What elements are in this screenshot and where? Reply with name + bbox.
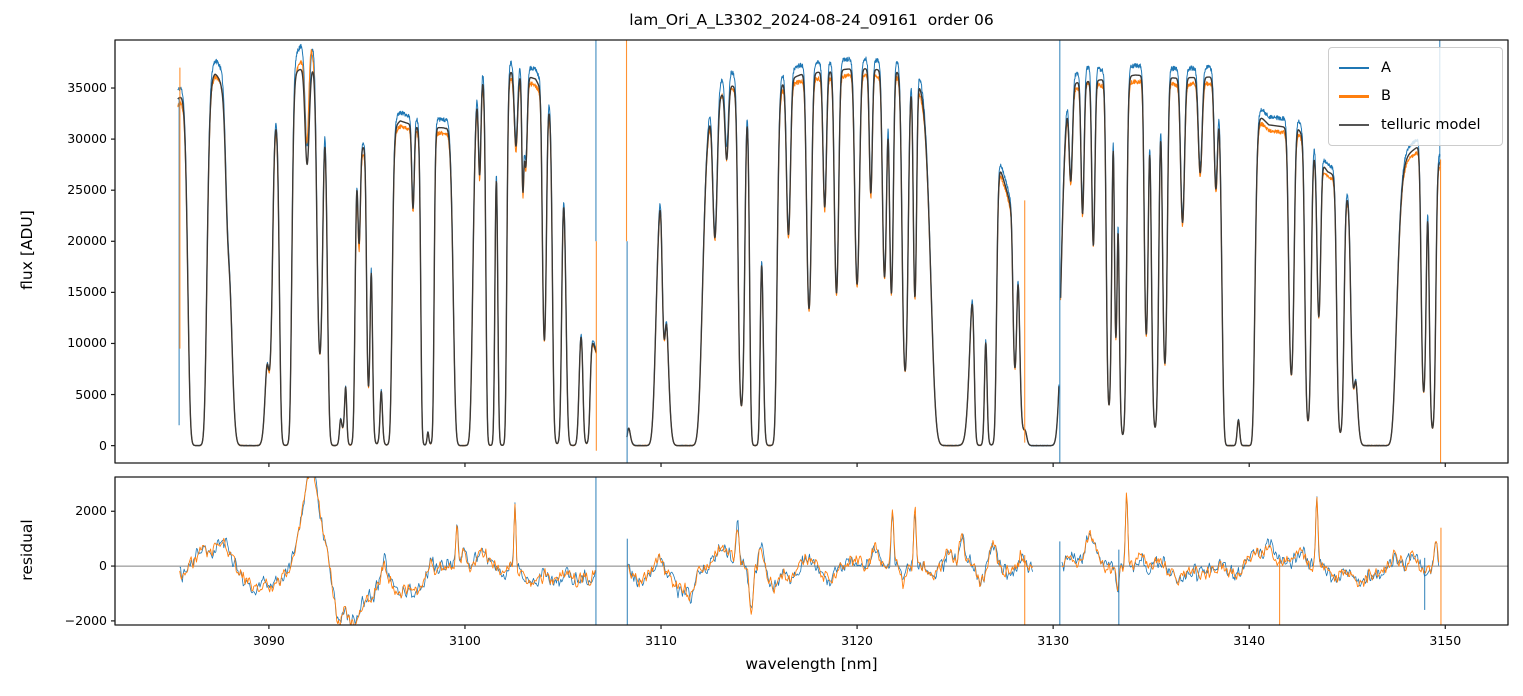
x-tick-label: 3130 [1037,633,1070,648]
flux-axis-label: flux [ADU] [18,210,36,290]
legend-entry-b: B [1339,85,1492,107]
x-tick-label: 3150 [1429,633,1462,648]
y-tick-label-flux: 25000 [67,182,107,198]
legend: A B telluric model [1328,47,1503,146]
residual-axis-label: residual [18,519,36,581]
x-tick-label: 3120 [841,633,873,648]
x-tick-label: 3140 [1233,633,1266,648]
y-tick-label-flux: 20000 [67,233,107,249]
figure-title: lam_Ori_A_L3302_2024-08-24_09161 order 0… [629,11,994,29]
y-tick-label-flux: 0 [99,437,107,453]
legend-entry-telluric-model: telluric model [1339,114,1492,136]
y-tick-label-residual: −2000 [64,612,107,628]
legend-entry-a: A [1339,57,1492,79]
legend-line-b-swatch [1339,95,1369,98]
legend-line-a-swatch [1339,66,1369,70]
y-tick-label-flux: 15000 [67,284,107,300]
x-tick-label: 3110 [645,633,677,648]
legend-label-telluric: telluric model [1381,116,1481,133]
y-tick-label-flux: 10000 [67,335,107,351]
wavelength-axis-label: wavelength [nm] [745,655,878,673]
legend-label-b: B [1381,88,1391,105]
y-tick-label-flux: 5000 [75,386,107,402]
legend-line-telluric-swatch [1339,123,1369,127]
legend-label-a: A [1381,60,1391,77]
y-tick-label-flux: 35000 [67,80,107,96]
x-tick-label: 3090 [253,633,285,648]
y-tick-label-residual: 2000 [75,503,107,519]
x-tick-label: 3100 [449,633,481,648]
y-tick-label-residual: 0 [99,558,107,574]
y-tick-label-flux: 30000 [67,131,107,147]
